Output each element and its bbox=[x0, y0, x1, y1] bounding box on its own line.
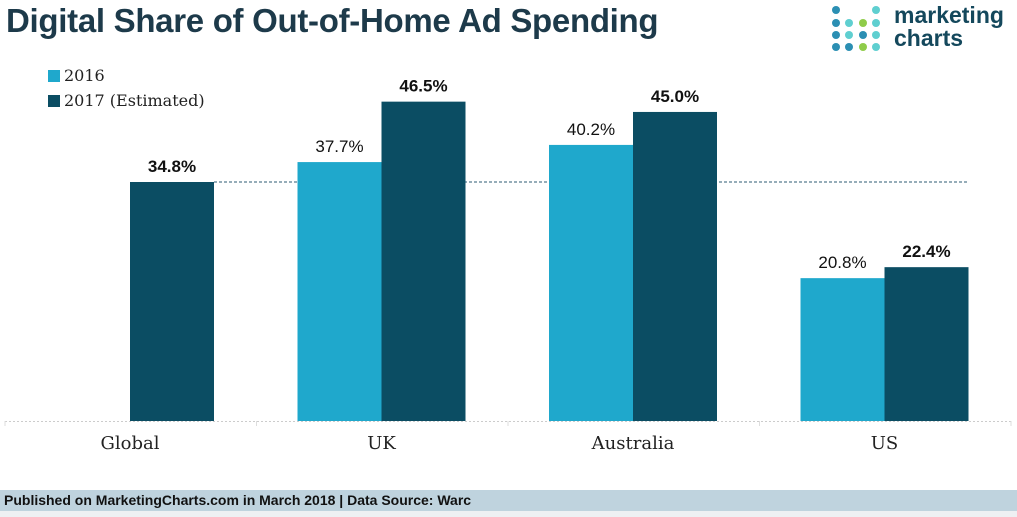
bar-2017-uk bbox=[381, 101, 466, 422]
x-tick-label: Australia bbox=[591, 433, 675, 454]
marketingcharts-logo: marketing charts bbox=[830, 4, 1015, 52]
logo-line-1: marketing bbox=[894, 2, 1004, 28]
legend-label: 2016 bbox=[64, 66, 105, 85]
legend-swatch-2017 bbox=[48, 94, 60, 107]
bar-2017-us bbox=[884, 267, 969, 421]
footer-source: Published on MarketingCharts.com in Marc… bbox=[4, 492, 472, 508]
footer: Published on MarketingCharts.com in Marc… bbox=[0, 490, 1017, 511]
data-label: 22.4% bbox=[902, 242, 950, 261]
data-label: 20.8% bbox=[818, 253, 866, 272]
bar-chart: 34.8% Global 37.7% 46.5% UK 40.2% 45.0% Austral… bbox=[4, 77, 1012, 454]
data-label: 37.7% bbox=[315, 137, 363, 156]
bar-2017-global bbox=[130, 182, 214, 421]
x-tick-label: Global bbox=[101, 433, 160, 454]
data-label: 45.0% bbox=[651, 87, 699, 106]
x-tick-label: US bbox=[871, 433, 899, 454]
bar-2016-us bbox=[800, 278, 885, 421]
data-label: 34.8% bbox=[148, 157, 196, 176]
data-label: 40.2% bbox=[567, 120, 615, 139]
legend-swatch-2016 bbox=[48, 69, 60, 82]
bar-2016-uk bbox=[297, 162, 382, 422]
bar-2016-australia bbox=[549, 144, 633, 421]
data-label: 46.5% bbox=[399, 77, 447, 96]
x-tick-label: UK bbox=[367, 433, 396, 454]
legend-label: 2017 (Estimated) bbox=[64, 91, 205, 110]
legend-item-2017: 2017 (Estimated) bbox=[48, 88, 205, 113]
chart-title: Digital Share of Out-of-Home Ad Spending bbox=[6, 2, 659, 39]
logo-dots-icon bbox=[832, 6, 880, 51]
legend: 2016 2017 (Estimated) bbox=[48, 63, 205, 113]
logo-line-2: charts bbox=[894, 25, 964, 51]
footer-strip bbox=[0, 511, 1017, 517]
logo-text: marketing charts bbox=[894, 4, 1004, 50]
legend-item-2016: 2016 bbox=[48, 63, 205, 88]
bar-2017-australia bbox=[633, 111, 717, 421]
